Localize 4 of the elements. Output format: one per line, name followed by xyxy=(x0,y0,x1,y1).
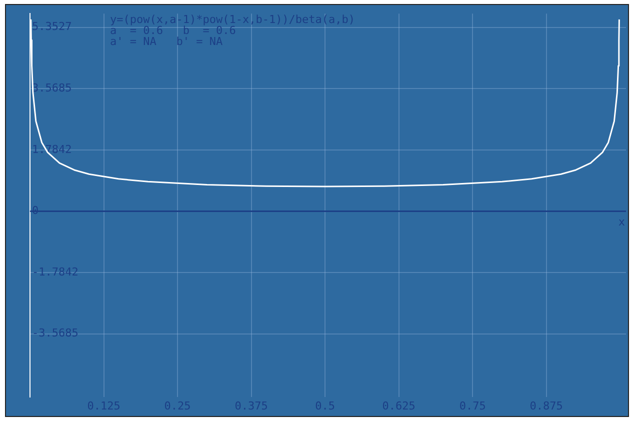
y-tick-label: -1.7842 xyxy=(32,265,78,278)
y-tick-label: -3.5685 xyxy=(32,326,78,340)
y-tick-label: 5.3527 xyxy=(32,20,72,34)
annotation: y=(pow(x,a-1)*pow(1-x,b-1))/beta(a,b) xyxy=(110,12,356,26)
